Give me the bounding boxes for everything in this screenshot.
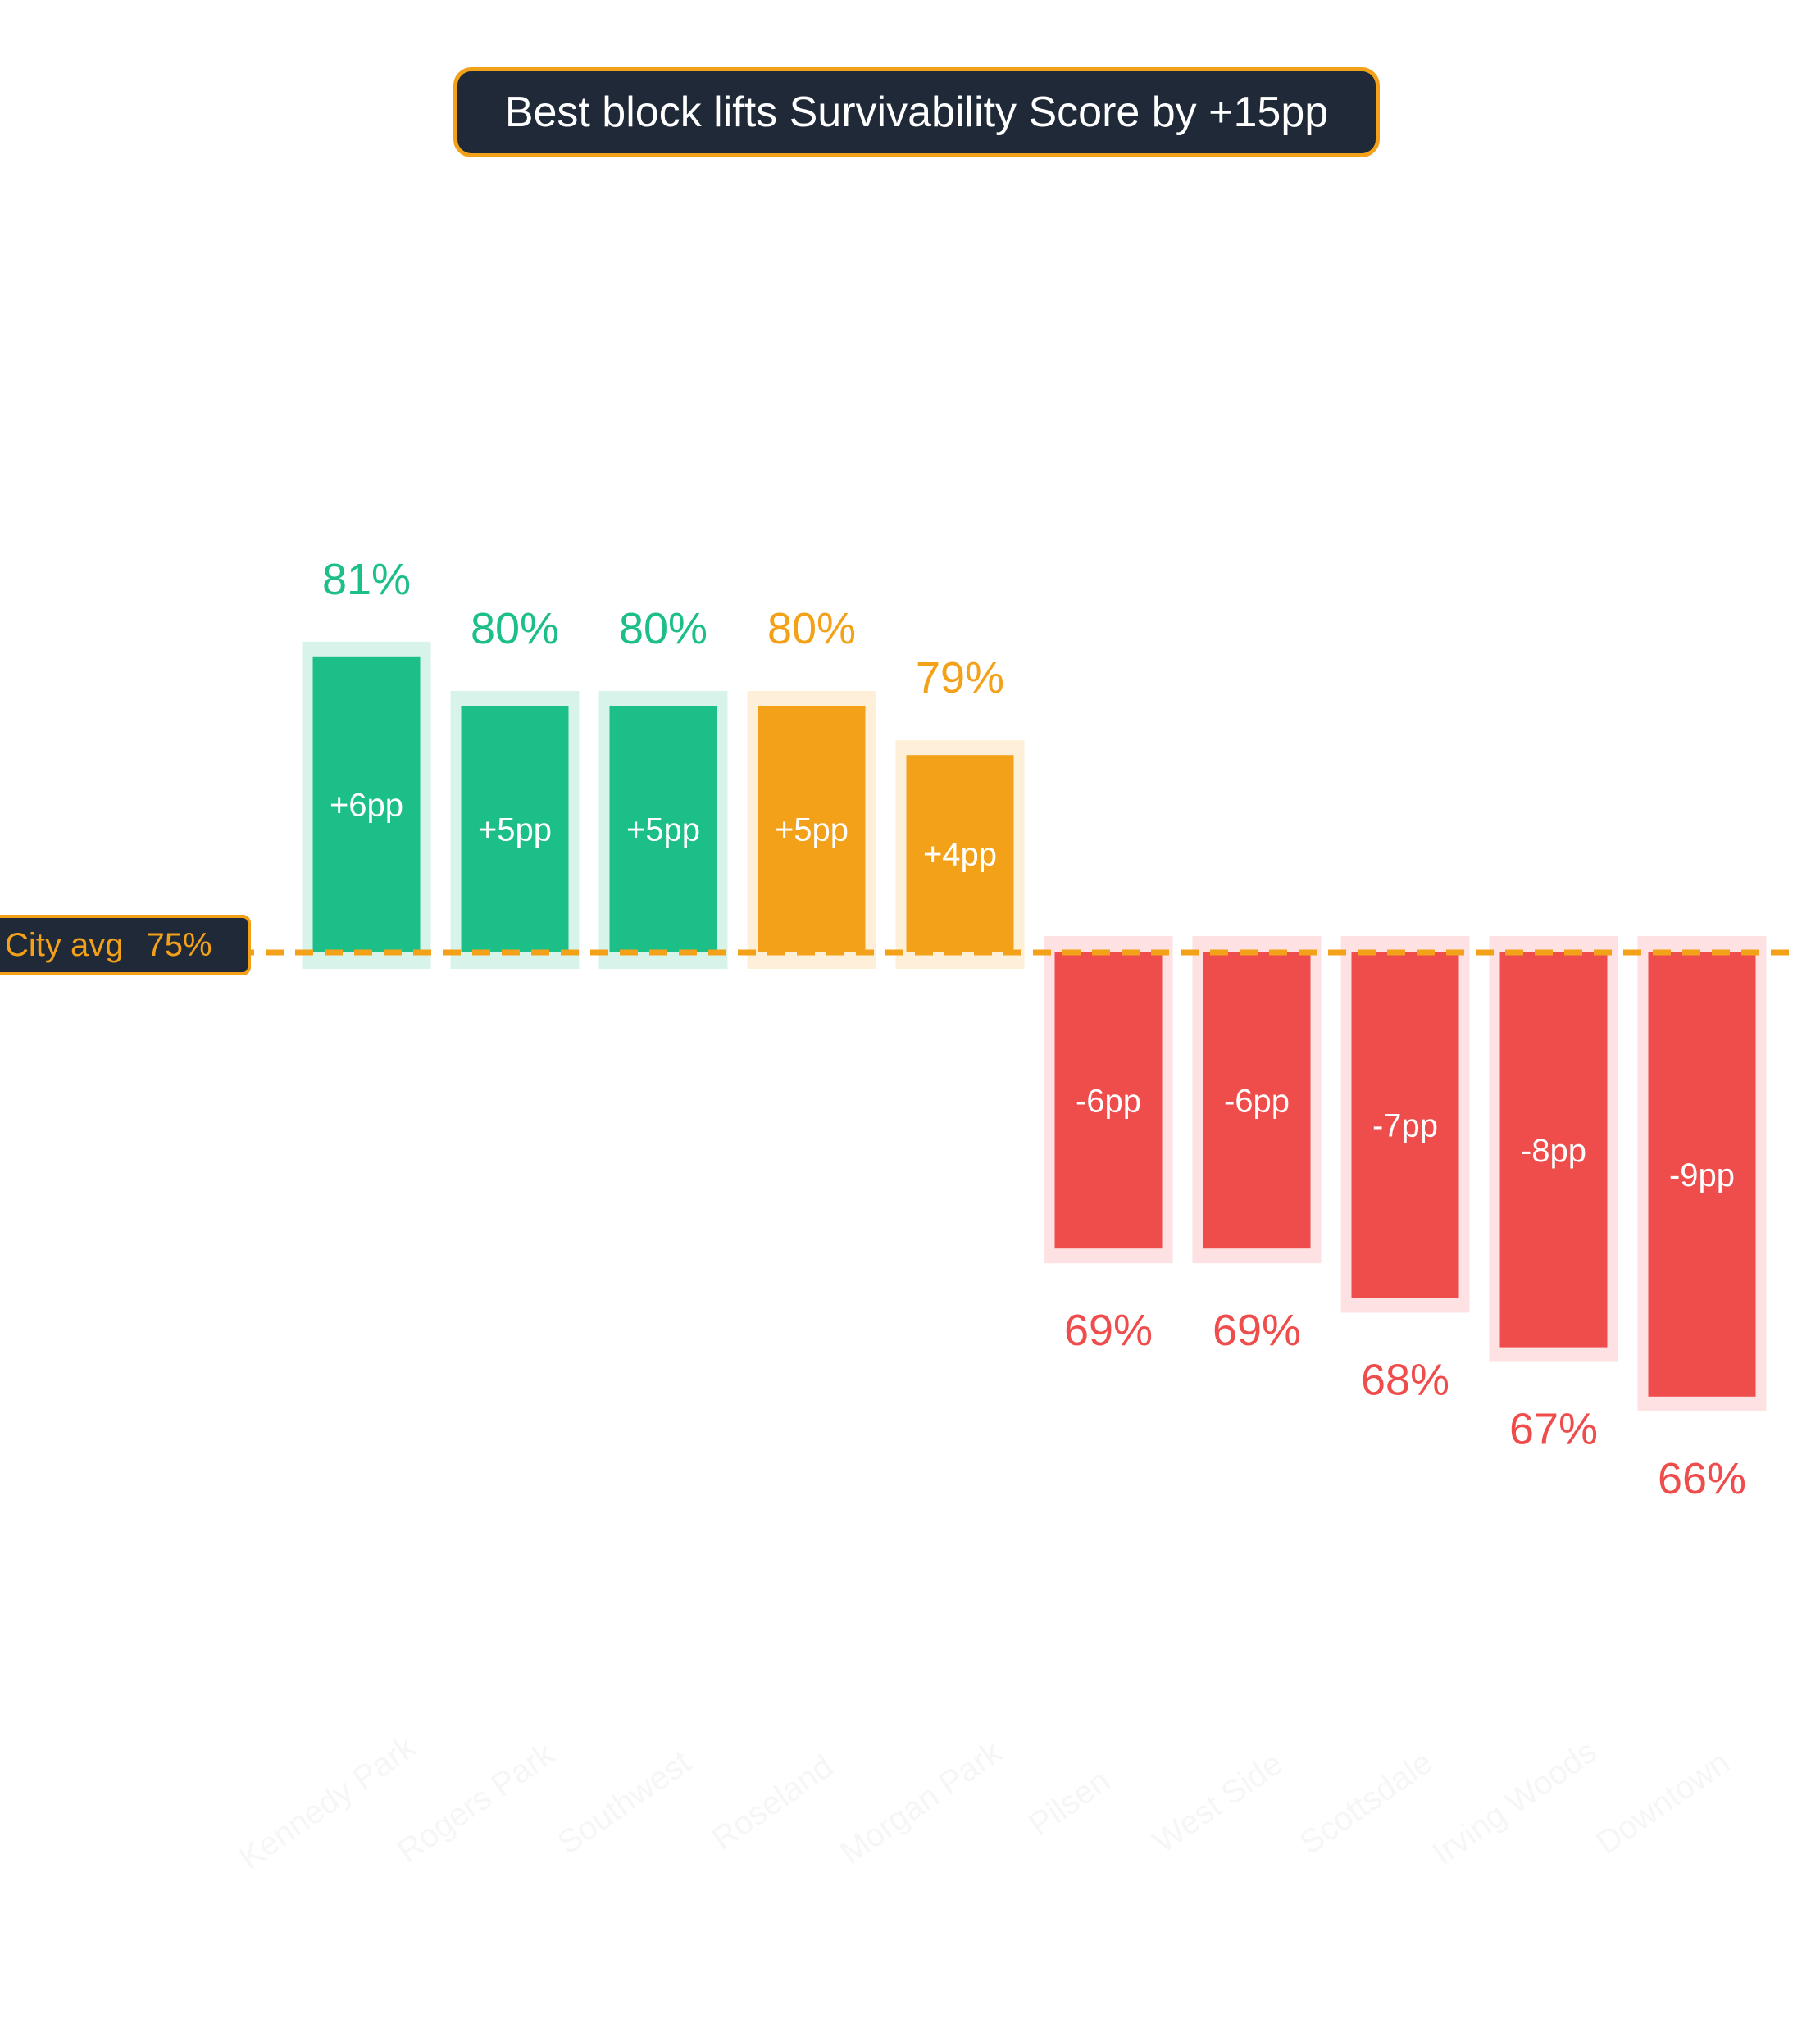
bar-rogers-park [461,706,569,952]
value-label-rogers-park: 80% [471,604,559,653]
bar-scottsdale [1351,952,1459,1298]
delta-label-pilsen: -6pp [1076,1084,1141,1120]
city-average-label: City avg [5,926,124,963]
delta-label-irving-woods: -8pp [1521,1133,1586,1169]
bar-kennedy-park [312,656,421,952]
delta-label-scottsdale: -7pp [1372,1108,1438,1144]
category-label-roseland: Roseland [706,1748,840,1857]
delta-label-rogers-park: +5pp [478,812,552,848]
bar-irving-woods [1499,952,1608,1348]
bar-roseland [758,706,866,952]
value-label-kennedy-park: 81% [322,555,411,604]
bars [312,656,1756,1397]
delta-label-morgan-park: +4pp [923,837,997,873]
delta-label-southwest: +5pp [626,812,700,848]
value-label-southwest: 80% [619,604,708,653]
bar-southwest [609,706,717,952]
delta-label-roseland: +5pp [775,812,849,848]
value-label-downtown: 66% [1658,1454,1746,1503]
delta-label-downtown: -9pp [1669,1157,1735,1193]
city-average-value: 75% [146,926,212,963]
chart-title-badge: Best block lifts Survivability Score by … [453,67,1380,157]
category-label-west-side: West Side [1147,1745,1290,1860]
bar-west-side [1203,952,1311,1249]
category-label-irving-woods: Irving Woods [1426,1734,1604,1873]
value-label-irving-woods: 67% [1509,1405,1598,1454]
bar-morgan-park [906,755,1014,952]
category-label-morgan-park: Morgan Park [834,1734,1009,1871]
bar-downtown [1648,952,1756,1397]
delta-label-kennedy-park: +6pp [330,787,403,823]
bar-pilsen [1054,952,1163,1249]
chart-title: Best block lifts Survivability Score by … [504,89,1329,136]
value-label-west-side: 69% [1213,1306,1301,1355]
category-label-pilsen: Pilsen [1022,1762,1116,1843]
value-label-roseland: 80% [767,604,856,653]
value-label-scottsdale: 68% [1361,1355,1449,1404]
category-label-scottsdale: Scottsdale [1293,1744,1439,1861]
city-average-badge: City avg 75% [0,915,251,975]
value-label-morgan-park: 79% [916,653,1004,702]
category-label-downtown: Downtown [1590,1744,1736,1861]
value-label-pilsen: 69% [1064,1306,1153,1355]
delta-label-west-side: -6pp [1224,1084,1290,1120]
category-label-kennedy-park: Kennedy Park [233,1729,423,1877]
category-label-southwest: Southwest [551,1744,697,1861]
